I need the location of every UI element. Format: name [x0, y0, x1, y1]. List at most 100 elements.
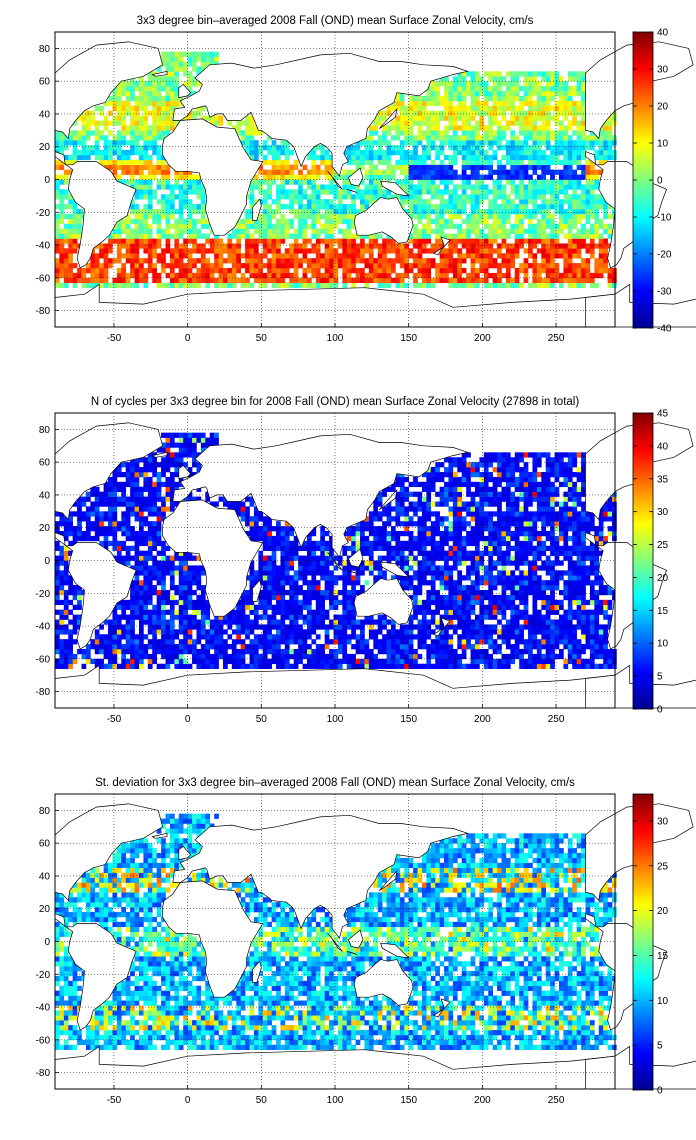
heatmap-cell: [391, 644, 396, 650]
heatmap-cell: [470, 189, 476, 195]
heatmap-cell: [187, 76, 193, 82]
heatmap-cell: [572, 130, 577, 136]
heatmap-cell: [143, 110, 149, 116]
heatmap-cell: [280, 238, 286, 244]
heatmap-cell: [510, 253, 516, 259]
heatmap-cell: [581, 238, 586, 244]
heatmap-cell: [581, 209, 586, 215]
heatmap-cell: [576, 639, 582, 645]
heatmap-cell: [541, 209, 547, 215]
heatmap-cell: [187, 110, 193, 116]
heatmap-cell: [196, 194, 202, 200]
heatmap-cell: [457, 223, 463, 229]
heatmap-cell: [404, 140, 409, 146]
heatmap-cell: [576, 209, 582, 215]
heatmap-cell: [276, 243, 281, 249]
heatmap-cell: [307, 248, 312, 254]
heatmap-cell: [497, 277, 502, 284]
heatmap-cell: [147, 223, 153, 229]
heatmap-cell: [373, 277, 379, 284]
heatmap-cell: [134, 150, 140, 156]
heatmap-cell: [205, 634, 211, 640]
heatmap-cell: [536, 658, 542, 665]
heatmap-cell: [72, 145, 78, 151]
heatmap-cell: [598, 135, 604, 141]
heatmap-cell: [497, 658, 502, 665]
heatmap-cell: [483, 140, 489, 146]
heatmap-cell: [139, 76, 144, 82]
heatmap-cell: [174, 61, 180, 67]
heatmap-cell: [63, 277, 69, 284]
heatmap-cell: [161, 248, 166, 254]
heatmap-cell: [178, 258, 184, 264]
heatmap-cell: [262, 634, 268, 640]
heatmap-cell: [236, 218, 241, 225]
heatmap-cell: [452, 282, 458, 288]
heatmap-cell: [421, 159, 427, 166]
heatmap-cell: [435, 653, 440, 660]
heatmap-cell: [280, 253, 286, 259]
heatmap-cell: [139, 159, 144, 166]
heatmap-cell: [280, 164, 286, 170]
heatmap-cell: [139, 258, 144, 264]
heatmap-cell: [444, 86, 449, 92]
heatmap-cell: [505, 120, 511, 126]
heatmap-cell: [231, 619, 237, 625]
heatmap-cell: [227, 248, 233, 254]
heatmap-cell: [430, 282, 436, 288]
heatmap-cell: [245, 599, 250, 606]
heatmap-cell: [435, 263, 440, 269]
heatmap-cell: [528, 644, 533, 650]
heatmap-cell: [152, 169, 157, 175]
heatmap-cell: [536, 277, 542, 284]
heatmap-cell: [563, 218, 569, 225]
heatmap-cell: [174, 272, 180, 279]
heatmap-cell: [99, 253, 104, 259]
heatmap-cell: [554, 86, 560, 92]
heatmap-cell: [461, 140, 467, 146]
heatmap-cell: [395, 100, 401, 107]
heatmap-cell: [421, 268, 427, 274]
heatmap-cell: [178, 184, 184, 190]
heatmap-cell: [187, 213, 193, 220]
heatmap-cell: [492, 272, 498, 279]
heatmap-cell: [130, 282, 135, 288]
heatmap-cell: [408, 253, 414, 259]
heatmap-cell: [550, 228, 555, 234]
heatmap-cell: [360, 189, 365, 195]
heatmap-cell: [121, 609, 127, 615]
heatmap-cell: [209, 644, 215, 650]
heatmap-cell: [209, 263, 215, 269]
heatmap-cell: [302, 604, 308, 610]
heatmap-cell: [302, 614, 308, 620]
heatmap-cell: [227, 238, 233, 244]
heatmap-cell: [528, 649, 533, 655]
heatmap-cell: [554, 629, 560, 635]
heatmap-cell: [439, 248, 445, 254]
heatmap-cell: [293, 199, 299, 205]
heatmap-cell: [253, 218, 259, 225]
heatmap-cell: [603, 243, 608, 249]
heatmap-cell: [267, 624, 272, 630]
heatmap-cell: [559, 272, 564, 279]
heatmap-cell: [492, 614, 498, 620]
heatmap-cell: [488, 125, 493, 131]
heatmap-cell: [452, 115, 458, 121]
heatmap-cell: [572, 213, 577, 220]
heatmap-cell: [258, 258, 264, 264]
heatmap-cell: [143, 258, 149, 264]
heatmap-cell: [351, 184, 356, 190]
heatmap-cell: [435, 609, 440, 615]
heatmap-cell: [178, 209, 184, 215]
heatmap-cell: [271, 594, 277, 601]
heatmap-cell: [395, 179, 401, 185]
heatmap-cell: [134, 223, 140, 229]
heatmap-cell: [457, 639, 463, 645]
heatmap-cell: [63, 658, 69, 665]
heatmap-cell: [576, 125, 582, 131]
heatmap-cell: [598, 649, 604, 655]
heatmap-cell: [426, 189, 432, 195]
heatmap-cell: [253, 619, 259, 625]
heatmap-cell: [59, 194, 65, 200]
heatmap-cell: [550, 629, 555, 635]
